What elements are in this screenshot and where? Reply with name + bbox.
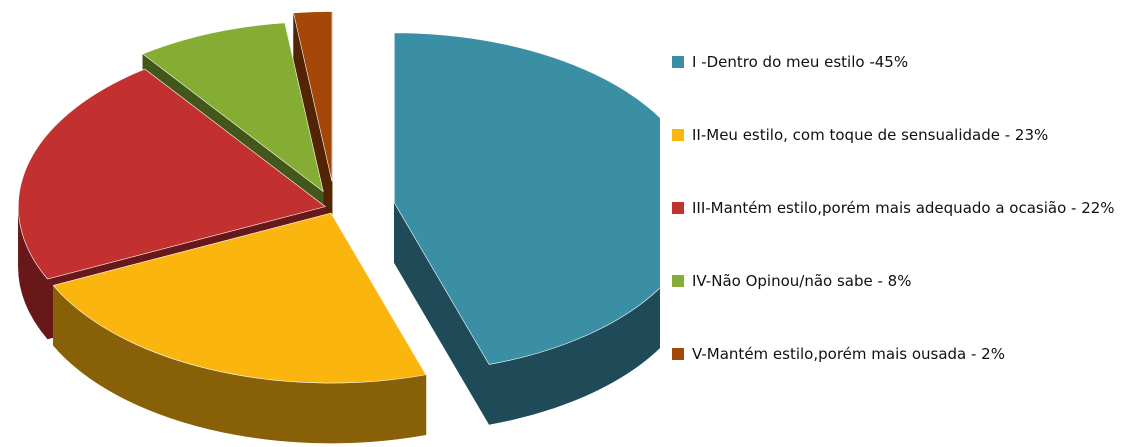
legend-swatch-5 xyxy=(672,348,684,360)
pie-slice-3-top xyxy=(18,68,326,280)
pie-slice-1-rim xyxy=(488,287,660,425)
legend-label-3: III-Mantém estilo,porém mais adequado a … xyxy=(692,199,1115,217)
legend-label-4: IV-Não Opinou/não sabe - 8% xyxy=(692,272,912,290)
pie-slice-4-top xyxy=(142,22,324,193)
pie-slice-5 xyxy=(293,11,333,242)
legend: I -Dentro do meu estilo -45% II-Meu esti… xyxy=(672,50,1132,415)
legend-label-2: II-Meu estilo, com toque de sensualidade… xyxy=(692,126,1049,144)
legend-swatch-1 xyxy=(672,56,684,68)
legend-item-2: II-Meu estilo, com toque de sensualidade… xyxy=(672,123,1132,147)
legend-item-4: IV-Não Opinou/não sabe - 8% xyxy=(672,269,1132,293)
legend-label-5: V-Mantém estilo,porém mais ousada - 2% xyxy=(692,345,1005,363)
pie-slice-5-top xyxy=(293,11,333,182)
legend-swatch-2 xyxy=(672,129,684,141)
pie-slice-2-top xyxy=(52,212,427,384)
legend-swatch-3 xyxy=(672,202,684,214)
pie-slice-1-top xyxy=(393,32,660,365)
pie-slice-2 xyxy=(52,212,427,444)
legend-item-3: III-Mantém estilo,porém mais adequado a … xyxy=(672,196,1132,220)
pie-chart xyxy=(18,11,660,444)
legend-item-1: I -Dentro do meu estilo -45% xyxy=(672,50,1132,74)
legend-label-1: I -Dentro do meu estilo -45% xyxy=(692,53,909,71)
legend-item-5: V-Mantém estilo,porém mais ousada - 2% xyxy=(672,342,1132,366)
pie-slice-1 xyxy=(393,32,660,426)
legend-swatch-4 xyxy=(672,275,684,287)
